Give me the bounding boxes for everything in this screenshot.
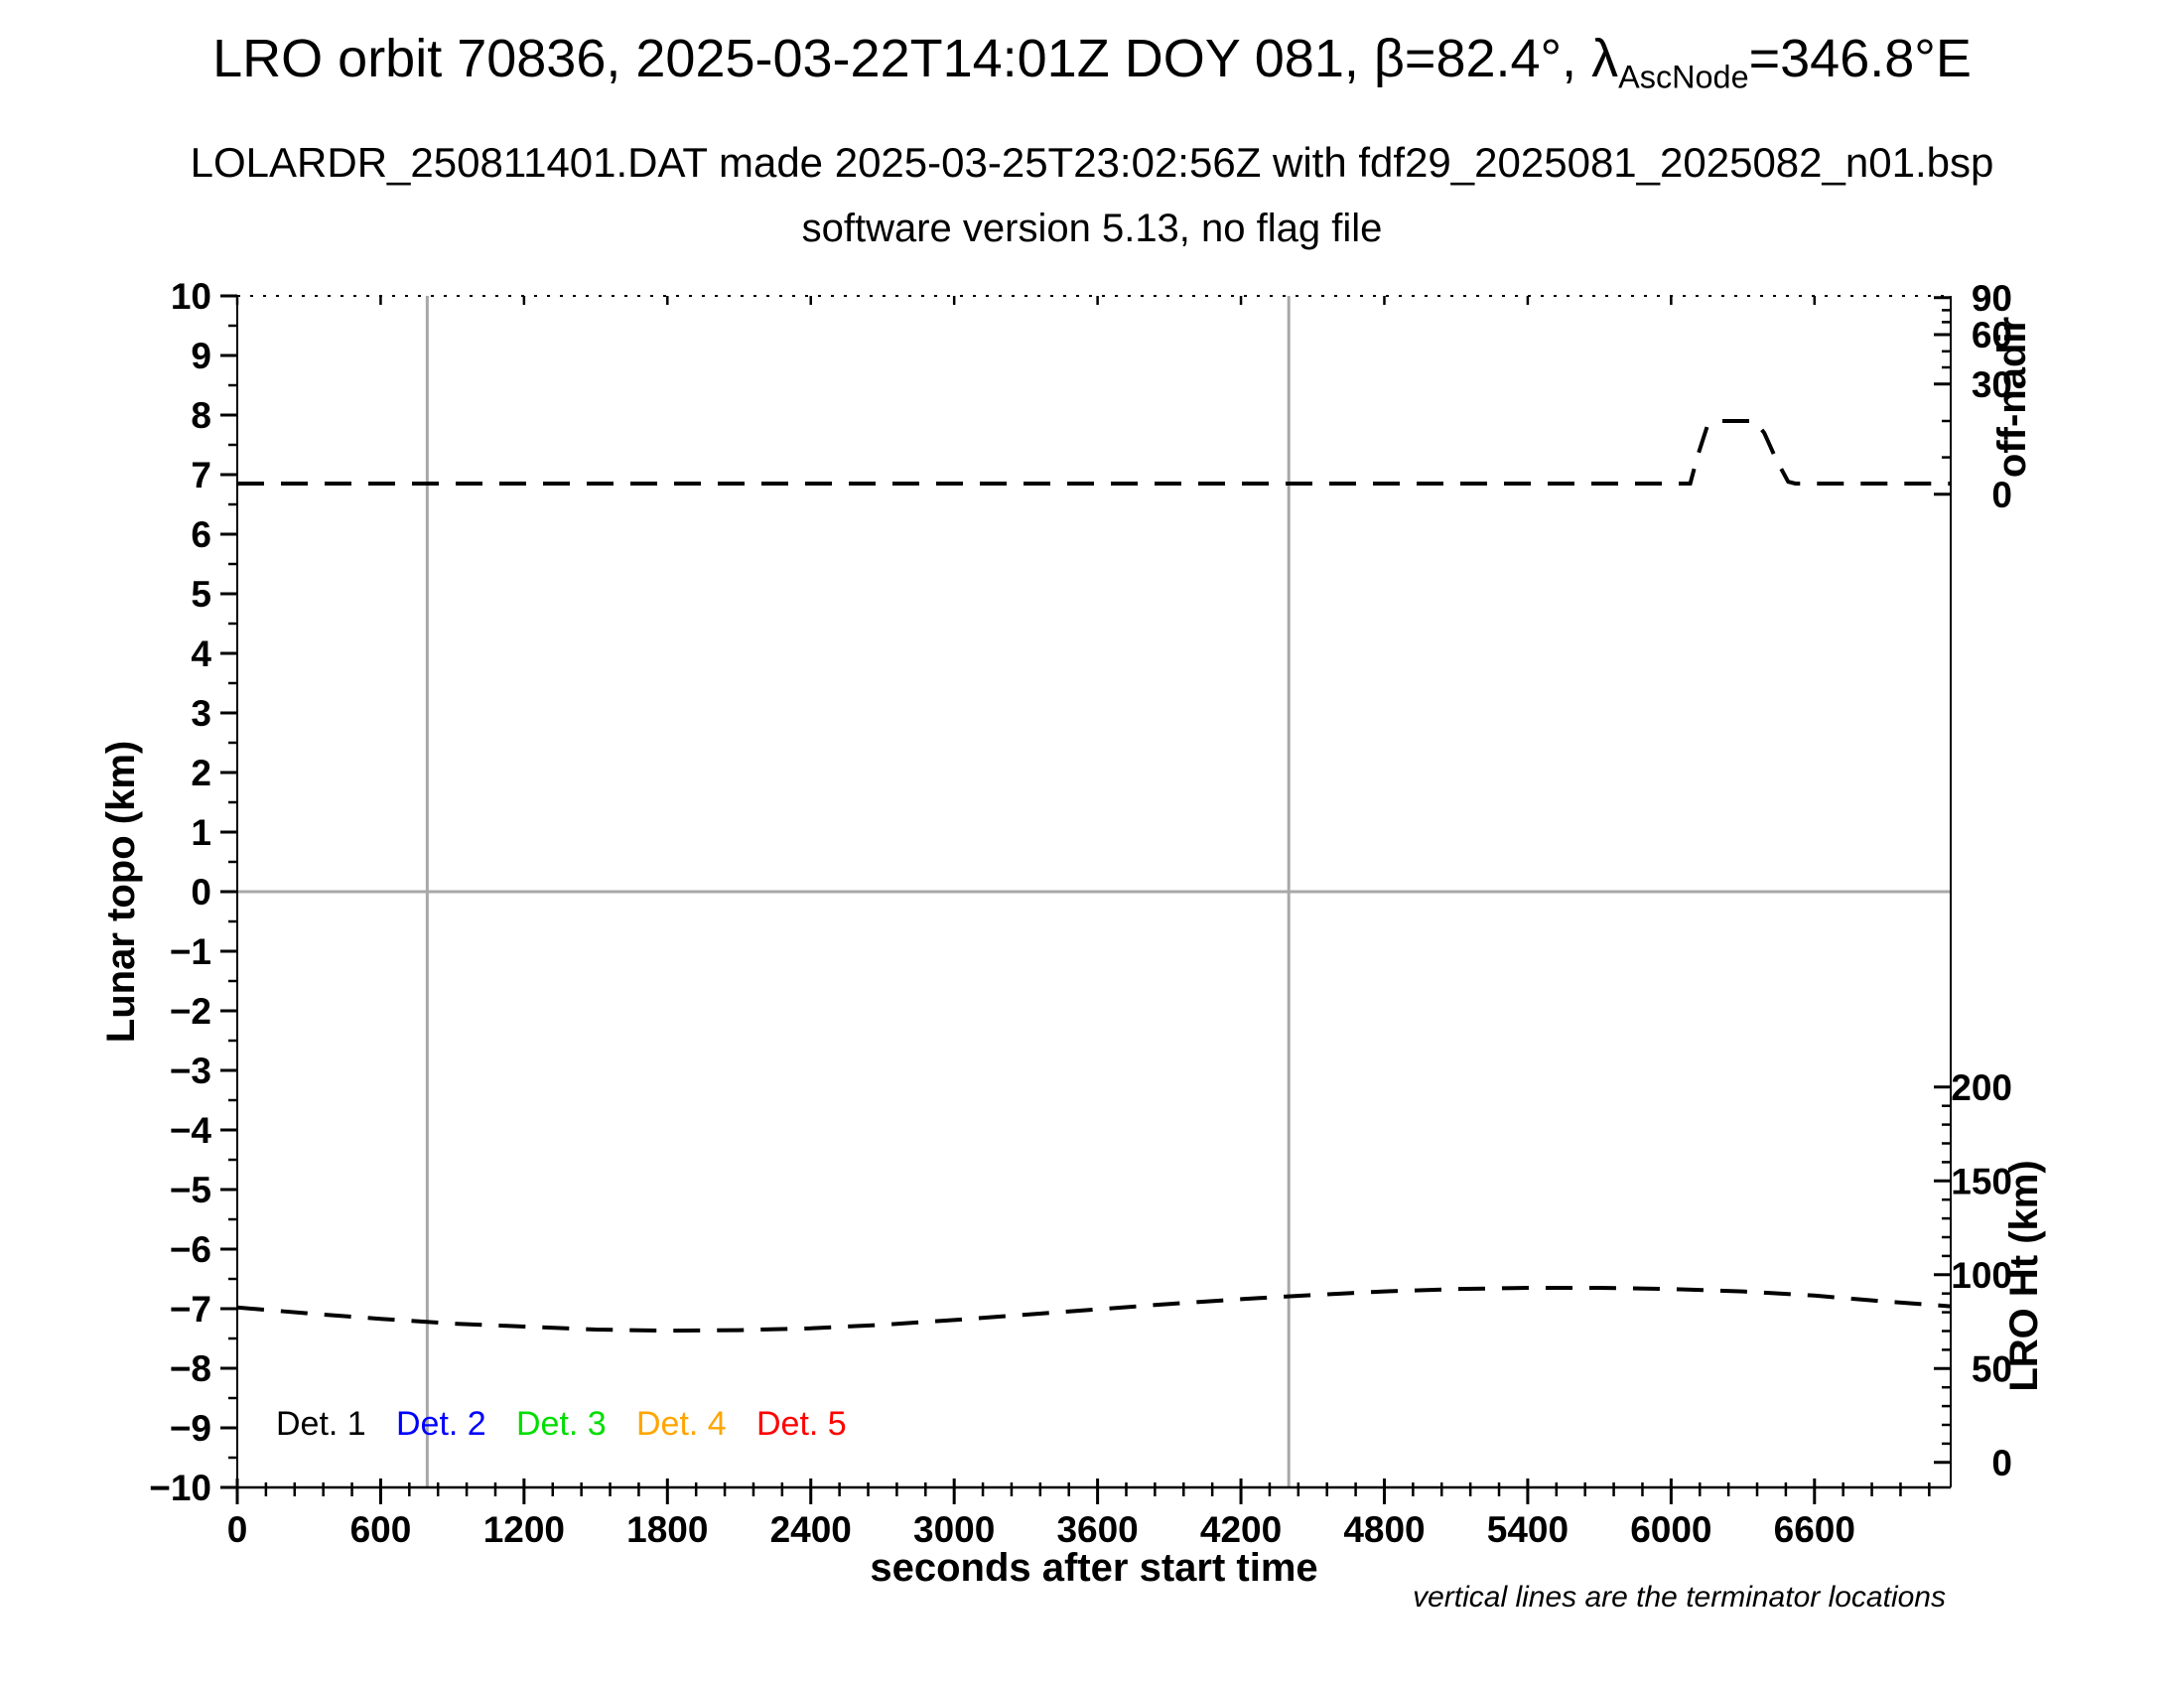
left-tick-label: −1 bbox=[170, 931, 211, 972]
lroht-tick-label: 0 bbox=[1991, 1443, 2012, 1483]
left-tick-label: −10 bbox=[149, 1468, 211, 1508]
legend-item: Det. 3 bbox=[516, 1405, 607, 1443]
left-tick-label: 8 bbox=[191, 395, 211, 436]
terminator-note: vertical lines are the terminator locati… bbox=[1413, 1581, 1946, 1614]
offnadir-axis-title: off-nadir bbox=[1990, 317, 2034, 478]
lroht-tick-label: 50 bbox=[1972, 1348, 2012, 1389]
legend-item: Det. 2 bbox=[396, 1405, 486, 1443]
left-tick-label: −4 bbox=[170, 1110, 212, 1151]
chart-subtitle-version: software version 5.13, no flag file bbox=[801, 207, 1383, 250]
legend-item: Det. 1 bbox=[276, 1405, 366, 1443]
x-tick-label: 600 bbox=[350, 1509, 412, 1550]
series-right-bottom-lro-ht bbox=[236, 1286, 1952, 1334]
lroht-axis-title: LRO Ht (km) bbox=[2002, 1160, 2046, 1391]
left-tick-label: 7 bbox=[191, 455, 211, 495]
left-tick-label: −3 bbox=[170, 1051, 211, 1091]
series-right-top-off-nadir bbox=[237, 419, 1951, 486]
left-tick-label: 6 bbox=[191, 514, 211, 555]
left-tick-label: 3 bbox=[191, 693, 211, 734]
left-tick-label: 2 bbox=[191, 753, 211, 793]
x-tick-label: 3600 bbox=[1056, 1509, 1138, 1550]
left-tick-label: −9 bbox=[170, 1408, 211, 1449]
offnadir-tick-label: 0 bbox=[1991, 475, 2012, 515]
left-tick-label: −7 bbox=[170, 1289, 211, 1330]
left-axis-title: Lunar topo (km) bbox=[99, 741, 143, 1043]
chart-title-main: LRO orbit 70836, 2025-03-22T14:01Z DOY 0… bbox=[212, 29, 1619, 88]
offnadir-tick-label: 90 bbox=[1972, 278, 2012, 319]
x-tick-label: 0 bbox=[227, 1509, 248, 1550]
left-tick-label: 1 bbox=[191, 812, 211, 853]
lroht-tick-label: 150 bbox=[1951, 1161, 2012, 1201]
x-tick-label: 2400 bbox=[770, 1509, 852, 1550]
x-tick-label: 1200 bbox=[483, 1509, 565, 1550]
x-tick-label: 1800 bbox=[626, 1509, 708, 1550]
chart-title-tail: =346.8°E bbox=[1748, 29, 1972, 88]
offnadir-tick-label: 30 bbox=[1972, 364, 2012, 405]
x-tick-label: 4200 bbox=[1200, 1509, 1282, 1550]
lroht-tick-label: 100 bbox=[1951, 1255, 2012, 1296]
x-tick-label: 6600 bbox=[1774, 1509, 1855, 1550]
x-axis-title: seconds after start time bbox=[870, 1546, 1317, 1590]
chart-title-subscript: AscNode bbox=[1618, 59, 1749, 95]
chart-subtitle-file: LOLARDR_250811401.DAT made 2025-03-25T23… bbox=[190, 139, 1994, 186]
left-tick-label: −5 bbox=[170, 1170, 211, 1210]
left-tick-label: 10 bbox=[171, 276, 211, 317]
legend-item: Det. 4 bbox=[636, 1405, 727, 1443]
chart-title: LRO orbit 70836, 2025-03-22T14:01Z DOY 0… bbox=[0, 28, 2184, 95]
x-tick-label: 3000 bbox=[913, 1509, 995, 1550]
left-tick-label: −6 bbox=[170, 1229, 211, 1270]
left-tick-label: 5 bbox=[191, 574, 211, 615]
x-tick-label: 6000 bbox=[1630, 1509, 1711, 1550]
left-tick-label: 9 bbox=[191, 336, 211, 376]
left-tick-label: 0 bbox=[191, 872, 211, 913]
legend-item: Det. 5 bbox=[756, 1405, 847, 1443]
left-tick-label: −8 bbox=[170, 1348, 211, 1389]
x-tick-label: 4800 bbox=[1343, 1509, 1425, 1550]
lroht-tick-label: 200 bbox=[1951, 1067, 2012, 1108]
left-tick-label: −2 bbox=[170, 991, 211, 1032]
left-tick-label: 4 bbox=[191, 633, 211, 674]
x-tick-label: 5400 bbox=[1487, 1509, 1569, 1550]
offnadir-tick-label: 60 bbox=[1972, 315, 2012, 355]
